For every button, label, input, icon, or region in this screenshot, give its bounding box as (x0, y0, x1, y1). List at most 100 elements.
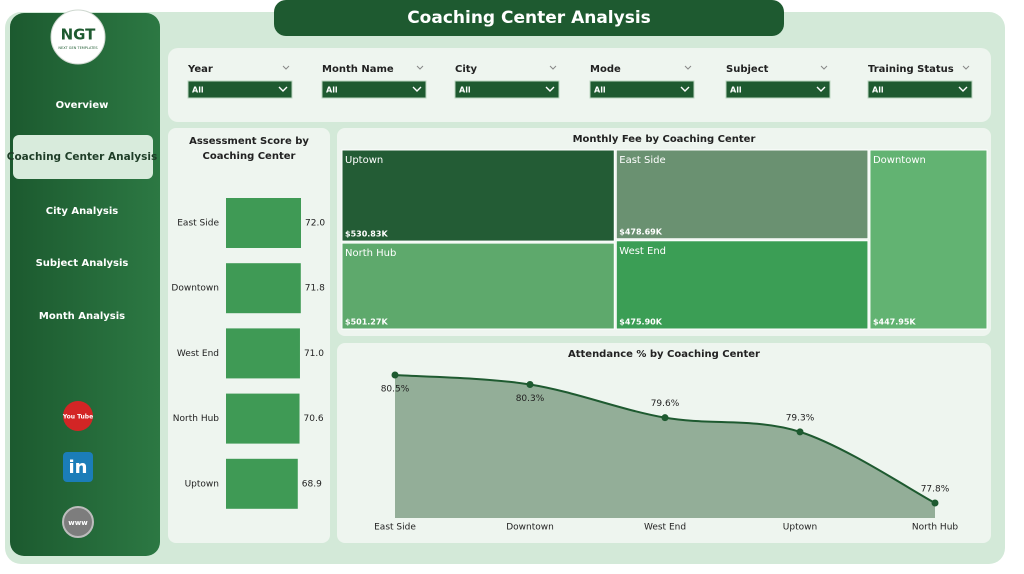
point (661, 414, 669, 422)
content: Overview Coaching Center Analysis City Ana… (7, 64, 988, 533)
dropdown-arrow (816, 86, 826, 92)
bar (226, 458, 298, 509)
cell-value: $478.69K (619, 227, 662, 236)
cell-value: $475.90K (619, 318, 662, 327)
chart-title-box: Assessment Score by Coaching Center (189, 136, 309, 162)
cell-label: North Hub (345, 248, 396, 259)
data-label: 80.3% (516, 394, 545, 404)
title-banner (274, 0, 784, 36)
area (395, 375, 935, 518)
data-label: 70.6 (304, 414, 324, 424)
filter-chevron (684, 65, 692, 70)
point (391, 371, 399, 379)
data-label: 80.5% (381, 385, 410, 395)
page-title: Coaching Center Analysis (407, 8, 651, 28)
point (796, 428, 804, 436)
y-tick-label: East Side (177, 219, 219, 229)
filter-chevron (549, 65, 557, 70)
nav-item[interactable]: City Analysis (46, 206, 118, 217)
filter-label: Subject (726, 64, 769, 75)
web-text: www (68, 519, 88, 527)
filter-value: All (459, 86, 471, 95)
filter-value: All (192, 86, 204, 95)
data-label: 77.8% (921, 485, 950, 495)
x-tick-label: East Side (374, 523, 416, 533)
treemap-cell (869, 149, 988, 330)
linkedin-text: in (69, 457, 88, 478)
logo-text: NGT (61, 26, 97, 44)
dropdown-arrow (958, 86, 968, 92)
nav-item[interactable]: Overview (56, 100, 109, 111)
chart-title: Attendance % by Coaching Center (568, 349, 760, 360)
cell-value: $530.83K (345, 230, 388, 239)
filter-dropdown[interactable] (321, 80, 427, 99)
cell-label: East Side (619, 155, 665, 166)
filter-dropdown[interactable] (867, 80, 973, 99)
dropdown-arrow (412, 86, 422, 92)
filter-label: Month Name (322, 64, 394, 75)
chart-title: Monthly Fee by Coaching Center (573, 134, 756, 145)
bar (226, 328, 300, 379)
y-tick-label: Downtown (171, 284, 219, 294)
youtube-icon[interactable] (63, 401, 93, 431)
data-label: 71.8 (305, 284, 325, 294)
nav-item[interactable]: Month Analysis (39, 311, 125, 322)
filter-value: All (872, 86, 884, 95)
data-label: 79.3% (786, 413, 815, 423)
data-label: 68.9 (302, 479, 322, 489)
treemap-cell (341, 149, 615, 242)
treemap-cell (341, 242, 615, 330)
filter-label: City (455, 64, 478, 75)
cell-value: $501.27K (345, 318, 388, 327)
nav-item[interactable]: Subject Analysis (36, 258, 129, 269)
dropdown-arrow (680, 86, 690, 92)
logo-tagline: NEXT GEN TEMPLATES (58, 46, 98, 50)
logo (50, 9, 106, 65)
filter-label: Mode (590, 64, 621, 75)
treemap-cell (615, 149, 869, 240)
bar (226, 393, 300, 444)
filter-dropdown[interactable] (725, 80, 831, 99)
filter-chevron (962, 65, 970, 70)
x-tick-label: North Hub (912, 523, 959, 533)
bar (226, 198, 301, 248)
filter-dropdown[interactable] (454, 80, 560, 99)
cell-label: Downtown (873, 155, 926, 166)
y-tick-label: North Hub (173, 414, 220, 424)
filter-label: Training Status (868, 64, 954, 75)
filter-value: All (594, 86, 606, 95)
data-label: 72.0 (305, 219, 325, 229)
nav-item[interactable]: Coaching Center Analysis (7, 151, 157, 163)
filter-chevron (282, 65, 290, 70)
nav-active-bg[interactable] (13, 135, 153, 179)
filter-chevron (416, 65, 424, 70)
cell-value: $447.95K (873, 318, 916, 327)
filter-value: All (326, 86, 338, 95)
cell-label: Uptown (345, 155, 383, 166)
filter-dropdown[interactable] (187, 80, 293, 99)
data-label: 71.0 (304, 349, 324, 359)
y-tick-label: West End (177, 349, 219, 359)
filter-dropdown[interactable] (589, 80, 695, 99)
bar (226, 263, 301, 314)
filter-label: Year (187, 64, 213, 75)
treemap-cell (615, 240, 869, 330)
data-label: 79.6% (651, 399, 680, 409)
filter-chevron (820, 65, 828, 70)
y-tick-label: Uptown (185, 479, 219, 489)
point (526, 380, 534, 388)
chart-title: Assessment Score by Coaching Center (189, 136, 309, 162)
x-tick-label: West End (644, 523, 686, 533)
youtube-text: You Tube (62, 414, 93, 421)
x-tick-label: Downtown (506, 523, 554, 533)
dropdown-arrow (545, 86, 555, 92)
filter-value: All (730, 86, 742, 95)
filter-panel (168, 48, 991, 122)
cell-label: West End (619, 246, 666, 257)
x-tick-label: Uptown (783, 523, 817, 533)
dropdown-arrow (278, 86, 288, 92)
point (931, 499, 939, 507)
web-icon[interactable] (62, 506, 94, 538)
linkedin-icon[interactable] (63, 452, 93, 482)
